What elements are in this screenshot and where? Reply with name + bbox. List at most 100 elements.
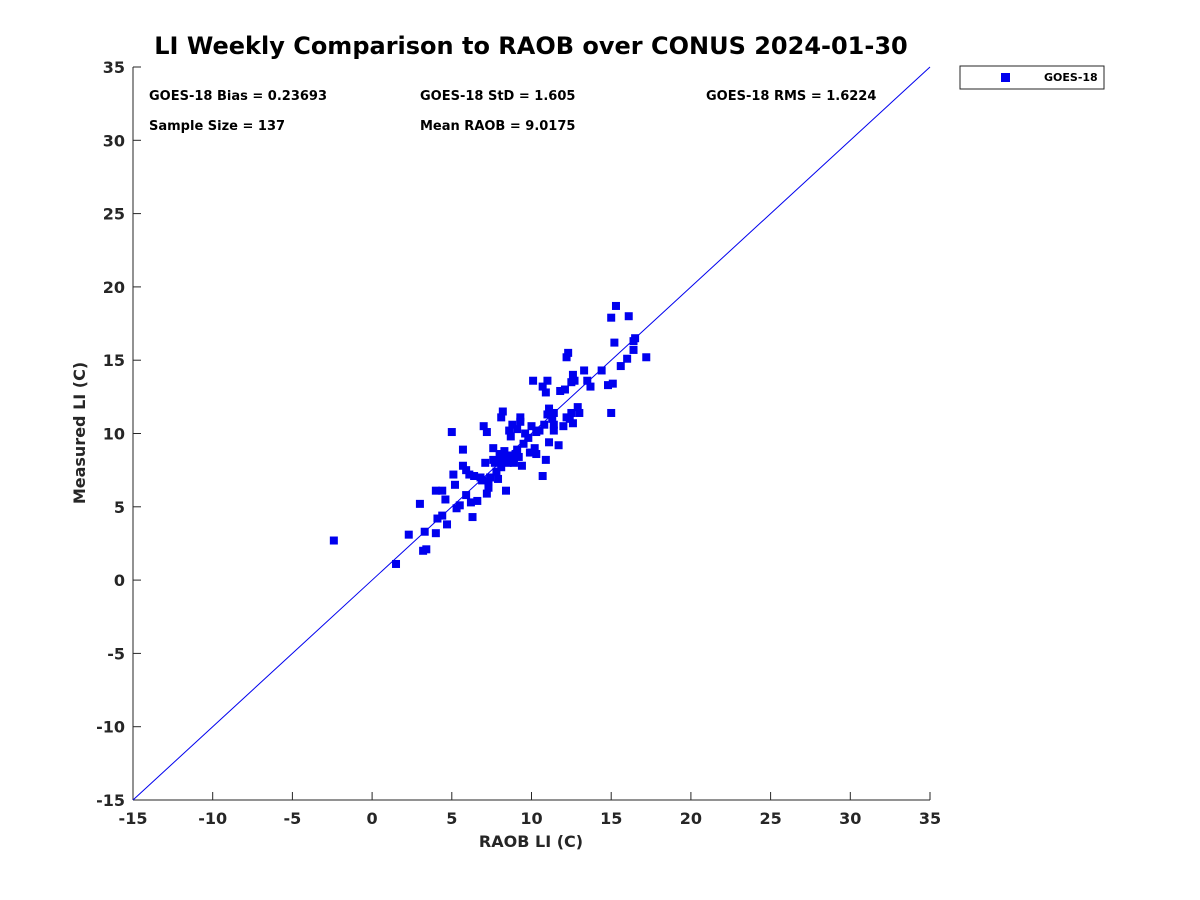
data-point [497,463,506,472]
x-tick-label: 25 [759,809,781,828]
data-point [543,376,552,385]
x-tick-label: 35 [919,809,941,828]
data-point [608,379,617,388]
data-point [422,545,431,554]
data-point [482,428,491,437]
legend-marker-goes-18 [1001,73,1010,82]
data-point [482,489,491,498]
data-point [514,452,523,461]
data-point [559,422,568,431]
sample-size-annotation: Sample Size = 137 [149,119,285,134]
data-point [538,382,547,391]
data-point [466,498,475,507]
data-point [583,376,592,385]
data-point [604,381,613,390]
data-point [554,441,563,450]
data-point [631,334,640,343]
data-point [500,447,509,456]
data-point [470,472,479,481]
data-point [484,477,493,486]
data-point [519,439,528,448]
bias-annotation: GOES-18 Bias = 0.23693 [149,89,327,104]
data-point [521,429,530,438]
data-point [506,432,515,441]
x-tick-label: 15 [600,809,622,828]
data-point [573,403,582,412]
data-point [610,338,619,347]
data-point [564,348,573,357]
y-tick-label: -10 [96,718,125,737]
data-point [548,414,557,423]
data-point [495,457,504,466]
data-point [438,486,447,495]
one-to-one-line [132,66,931,801]
data-point [490,458,499,467]
data-point [545,404,554,413]
data-point [443,520,452,529]
legend-box [959,65,1105,90]
data-point [458,461,467,470]
data-point [538,472,547,481]
y-tick-label: 30 [103,131,125,150]
data-point [642,353,651,362]
data-point [449,470,458,479]
data-point [516,417,525,426]
data-point [575,408,584,417]
data-point [431,486,440,495]
x-tick-label: 20 [680,809,702,828]
data-point [498,407,507,416]
data-point [527,422,536,431]
data-point [478,476,487,485]
std-annotation: GOES-18 StD = 1.605 [420,89,575,104]
data-point [560,385,569,394]
data-point [392,559,401,568]
legend: GOES-18 [959,65,1105,90]
data-point [462,466,471,475]
mean-raob-annotation: Mean RAOB = 9.0175 [420,119,575,134]
data-point [540,420,549,429]
data-point [486,473,495,482]
data-point [556,386,565,395]
data-point [505,426,514,435]
data-point [492,467,501,476]
data-point [404,530,413,539]
data-point [616,362,625,371]
data-point [508,420,517,429]
y-tick-label: 35 [103,58,125,77]
data-point [495,450,504,459]
data-point [597,366,606,375]
data-point [545,438,554,447]
data-point [489,444,498,453]
x-tick-label: 30 [839,809,861,828]
data-point [549,426,558,435]
axes: -15 -10 -5 0 5 10 15 20 25 30 35 -15 -10 -5 0 5 10 15 20 25… [96,58,941,828]
y-tick-label: 15 [103,351,125,370]
data-point [541,455,550,464]
data-point [415,499,424,508]
data-point [447,428,456,437]
data-point [462,491,471,500]
data-point [623,354,632,363]
data-point [567,408,576,417]
y-tick-label: -5 [107,644,125,663]
data-point [484,483,493,492]
y-tick-label: 25 [103,205,125,224]
data-point [535,426,544,435]
data-point [530,444,539,453]
data-point [624,312,633,321]
data-point [532,450,541,459]
data-point [568,419,577,428]
data-point [501,486,510,495]
x-tick-label: -10 [198,809,227,828]
data-point [441,495,450,504]
data-point [529,376,538,385]
data-point [586,382,595,391]
statistics-annotations: GOES-18 Bias = 0.23693 GOES-18 StD = 1.6… [149,89,876,134]
data-point [465,470,474,479]
y-tick-label: 20 [103,278,125,297]
data-point [565,414,574,423]
y-tick-label: 5 [114,498,125,517]
y-tick-label: 10 [103,425,125,444]
data-point [525,448,534,457]
